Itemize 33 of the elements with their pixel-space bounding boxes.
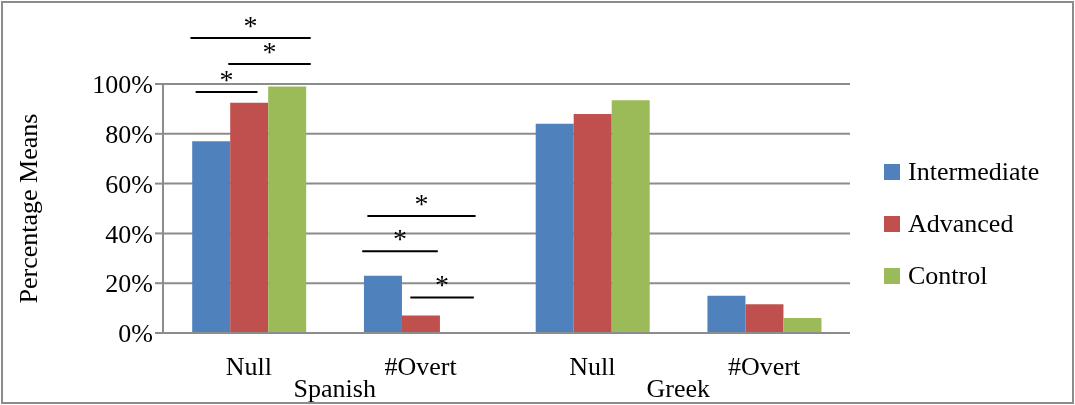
bar (230, 102, 269, 333)
x-tick-label: #Overt (384, 352, 458, 382)
y-axis-title: Percentage Means (14, 113, 44, 304)
significance-bracket: * (409, 269, 475, 301)
legend-label: Intermediate (908, 157, 1040, 187)
y-tick-label: 20% (105, 269, 153, 299)
y-tick-label: 0% (118, 319, 153, 349)
x-tick-label: Null (569, 352, 616, 382)
x-tick-label: Null (225, 352, 272, 382)
bar (192, 141, 231, 333)
annotation: * (393, 223, 408, 255)
x-tick-label: #Overt (728, 352, 801, 382)
bar (573, 113, 612, 333)
bar (611, 100, 650, 333)
legend-label: Advanced (908, 209, 1014, 239)
legend-label: Control (908, 261, 988, 291)
bar (745, 304, 784, 333)
bar (401, 315, 440, 333)
annotation: * (414, 187, 429, 219)
bar (363, 275, 402, 333)
significance-bracket: * (366, 187, 477, 219)
annotation: * (435, 269, 450, 301)
text: Greek (646, 374, 711, 403)
bar (268, 86, 307, 333)
bar (783, 318, 822, 333)
y-tick-label: 80% (105, 120, 153, 150)
significance-bracket: * (361, 223, 439, 255)
bar (707, 295, 746, 333)
y-tick-label: 60% (105, 169, 153, 199)
y-tick-label: 40% (105, 219, 153, 249)
y-tick-label: 100% (92, 70, 153, 100)
text: Spanish (293, 374, 376, 403)
bar (535, 123, 574, 333)
